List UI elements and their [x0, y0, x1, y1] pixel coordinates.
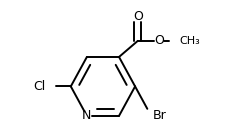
Text: N: N	[82, 109, 91, 122]
Text: O: O	[132, 10, 142, 23]
Text: O: O	[154, 34, 163, 47]
Text: Cl: Cl	[33, 80, 45, 93]
Text: CH₃: CH₃	[178, 36, 199, 46]
Text: Br: Br	[152, 109, 166, 122]
